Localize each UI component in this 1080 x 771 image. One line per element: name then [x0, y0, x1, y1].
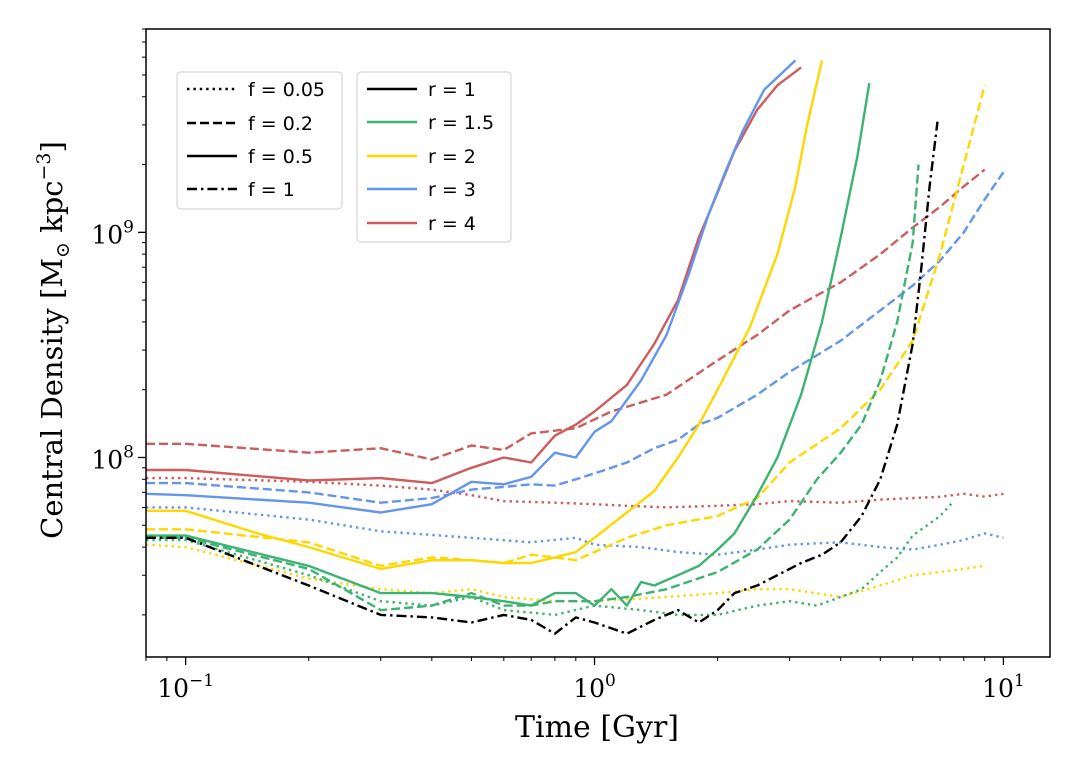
- series-line-r2-f0.2: [146, 84, 986, 568]
- legend-r-4: r = 4: [428, 213, 476, 235]
- series-line-r4-f0.05: [146, 476, 1004, 509]
- series-line-r3-f0.05: [146, 506, 1004, 556]
- legend-f-0.05: f = 0.05: [248, 79, 325, 101]
- series-line-r2-f0.05: [145, 543, 985, 603]
- y-axis-label-group: Central Density [M⊙ kpc−3]: [33, 141, 74, 539]
- legend-f-0.5: f = 0.5: [248, 146, 313, 168]
- legend-r-box: [356, 71, 512, 243]
- plot-frame: [145, 28, 1051, 658]
- legend-r-3: r = 3: [428, 179, 476, 201]
- x-tick-label: 10−1: [157, 671, 214, 703]
- legend-r-2: r = 2: [428, 146, 476, 168]
- series-line-r1-f1: [146, 121, 939, 635]
- x-tick-label: 100: [573, 671, 616, 703]
- y-axis-label: Central Density [M⊙ kpc−3]: [33, 141, 74, 539]
- x-tick-label: 101: [982, 671, 1025, 703]
- legend-f-1: f = 1: [248, 179, 295, 201]
- x-axis-label: Time [Gyr]: [515, 710, 679, 745]
- series-line-r2-f0.5: [146, 60, 824, 571]
- series-line-r1.5-f0.2: [146, 164, 920, 612]
- legend-f-0.2: f = 0.2: [248, 113, 313, 135]
- series-line-r4-f0.2: [146, 168, 986, 461]
- axis-ticks: 10−1 100 101 108 109: [91, 28, 1025, 703]
- legend-linestyle: f = 0.05 f = 0.2 f = 0.5 f = 1: [176, 71, 343, 210]
- legend-r-1: r = 1: [428, 79, 476, 101]
- series-line-r3-f0.5: [145, 59, 797, 514]
- series-line-r1.5-f0.5: [146, 82, 871, 607]
- y-tick-label: 108: [91, 442, 134, 474]
- y-tick-label: 109: [91, 217, 134, 249]
- legend-r-1.5: r = 1.5: [428, 112, 494, 134]
- legend-color: r = 1 r = 1.5 r = 2 r = 3 r = 4: [356, 71, 512, 243]
- series-line-r1.5-f0.05: [146, 501, 954, 617]
- plot-lines: [145, 59, 1005, 635]
- legend-f-box: [176, 71, 343, 210]
- series-line-r3-f0.2: [146, 171, 1005, 504]
